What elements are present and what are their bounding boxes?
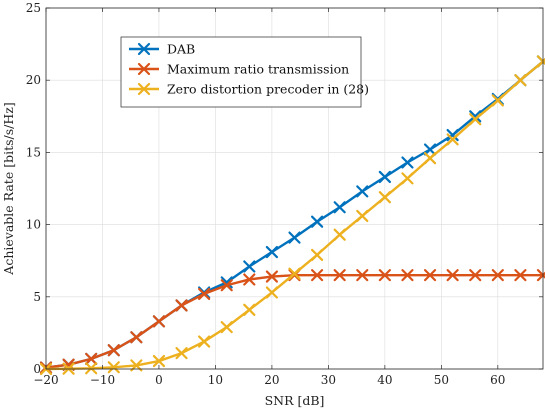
series-line [44, 273, 545, 369]
x-tick-label: 50 [434, 373, 449, 387]
data-point-x-marker [175, 299, 188, 312]
legend-label: Zero distortion precoder in (28) [167, 82, 369, 97]
data-point-x-marker [333, 269, 346, 282]
data-point-x-marker [401, 269, 414, 282]
data-point-x-marker [175, 347, 188, 360]
data-point-x-marker [198, 287, 211, 301]
legend-box [120, 36, 362, 108]
y-axis-label: Achievable Rate [bits/s/Hz] [1, 102, 16, 275]
data-point-x-marker [333, 201, 346, 214]
data-point-x-marker [514, 74, 527, 87]
data-point-x-marker [310, 248, 324, 262]
legend-x-marker [137, 62, 151, 76]
legend-entry-2: Maximum ratio transmission [129, 62, 349, 77]
series-layer [39, 55, 545, 376]
legend-label: Maximum ratio transmission [167, 62, 349, 77]
data-point-x-marker [491, 269, 504, 282]
data-point-x-marker [85, 352, 98, 365]
legend-x-marker [137, 82, 151, 96]
legend-label: DAB [167, 42, 195, 57]
y-tick-label: 25 [26, 1, 41, 15]
data-point-x-marker [107, 344, 120, 357]
data-point-x-marker [536, 55, 545, 68]
data-point-x-marker [356, 185, 369, 198]
data-point-x-marker [378, 269, 391, 282]
data-point-x-marker [85, 362, 98, 375]
x-tick-label: 20 [264, 373, 279, 387]
data-point-x-marker [243, 260, 256, 273]
data-point-x-marker [423, 269, 437, 282]
data-point-x-marker [401, 156, 414, 169]
data-point-x-marker [243, 303, 256, 316]
data-point-x-marker [491, 94, 504, 107]
data-point-x-marker [378, 170, 391, 184]
data-point-x-marker [220, 321, 233, 334]
series-3 [39, 55, 545, 376]
data-point-x-marker [152, 315, 166, 328]
data-point-x-marker [356, 209, 369, 223]
legend: DAB Maximum ratio transmission Zero distor… [120, 36, 369, 108]
legend-entry-3: Zero distortion precoder in (28) [129, 82, 369, 97]
data-point-x-marker [333, 228, 346, 241]
y-tick-label: 0 [33, 362, 41, 376]
data-point-x-marker [130, 331, 143, 344]
series-line [44, 60, 545, 371]
x-tick-label: 30 [321, 373, 336, 387]
data-point-x-marker [446, 269, 459, 282]
legend-entry-1: DAB [129, 42, 195, 57]
legend-x-marker [137, 42, 151, 56]
data-point-x-marker [469, 110, 482, 123]
y-tick-label: 15 [26, 145, 41, 159]
data-point-x-marker [107, 361, 120, 374]
x-tick-label: −10 [90, 373, 115, 387]
data-point-x-marker [220, 279, 233, 292]
data-point-x-marker [514, 269, 527, 282]
y-tick-label: 10 [26, 218, 41, 232]
x-axis-label: SNR [dB] [265, 393, 325, 408]
data-point-x-marker [265, 286, 279, 299]
x-tick-label: 10 [208, 373, 223, 387]
data-point-x-marker [310, 269, 324, 282]
data-point-x-marker [288, 267, 301, 280]
plot-frame [45, 7, 544, 370]
y-tick-label: 5 [33, 290, 41, 304]
x-tick-label: 60 [490, 373, 505, 387]
data-point-x-marker [265, 270, 279, 283]
data-point-x-marker [310, 215, 324, 228]
data-point-x-marker [356, 269, 369, 282]
data-point-x-marker [423, 152, 437, 165]
data-point-x-marker [288, 231, 301, 244]
data-point-x-marker [265, 245, 279, 259]
axis-ticks: −20 −10 0 10 20 30 40 50 60 0 5 10 15 20 25 [26, 1, 543, 387]
data-point-x-marker [378, 191, 391, 204]
y-tick-label: 20 [26, 73, 41, 87]
data-point-x-marker [198, 335, 211, 348]
data-point-x-marker [243, 273, 256, 286]
x-tick-label: 40 [377, 373, 392, 387]
data-point-x-marker [152, 354, 166, 368]
x-tick-label: 0 [155, 373, 163, 387]
data-point-x-marker [469, 113, 482, 126]
series-2 [39, 269, 545, 374]
data-point-x-marker [446, 133, 459, 146]
data-point-x-marker [469, 269, 482, 282]
x-tick-label: −20 [33, 373, 58, 387]
data-point-x-marker [401, 172, 414, 185]
data-point-x-marker [423, 143, 437, 156]
data-point-x-marker [446, 128, 459, 142]
